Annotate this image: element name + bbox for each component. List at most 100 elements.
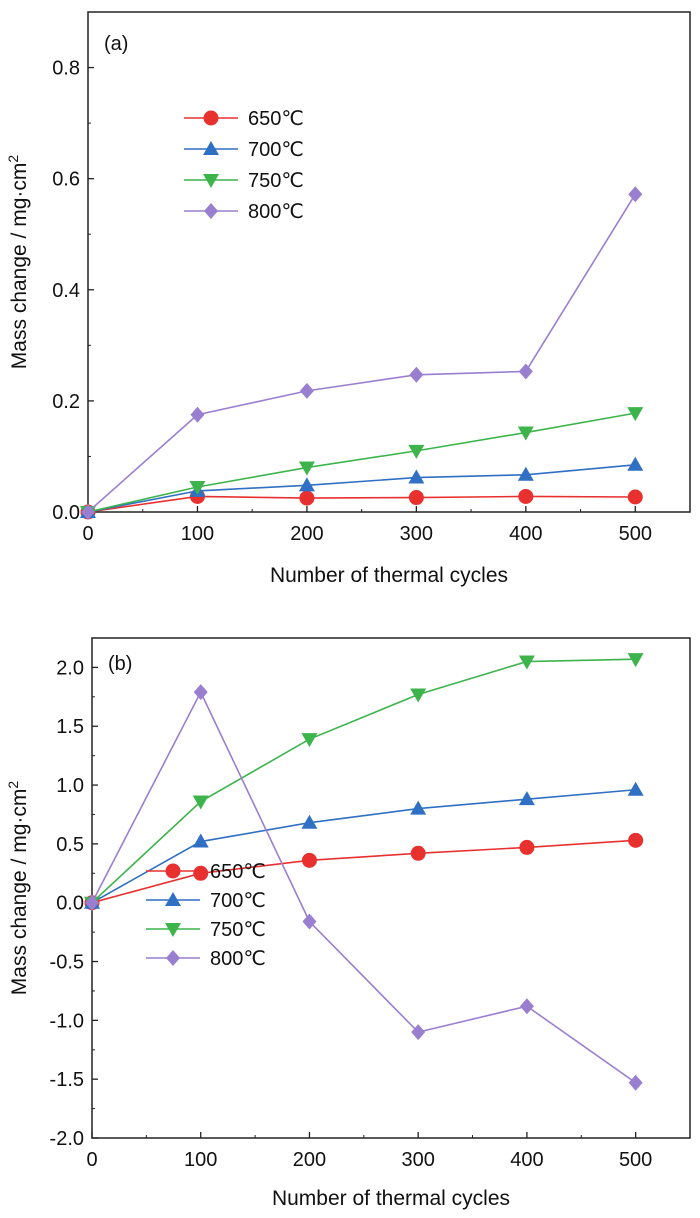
panel-a-data-point	[518, 488, 534, 504]
panel-b-series-3	[85, 684, 643, 1091]
panel-a-x-tick-label: 400	[509, 523, 542, 545]
panel-a-data-point	[298, 477, 315, 492]
panel-a-y-tick-label: 0.8	[52, 58, 80, 80]
panel-b-series-line	[91, 788, 636, 904]
panel-a-data-point	[190, 406, 205, 423]
panel-a-plot-frame	[87, 11, 691, 513]
panel-b-data-point	[518, 791, 535, 806]
panel-a-y-axis-title: Mass change / mg·cm2	[5, 155, 31, 370]
panel-a-series-line	[87, 463, 636, 513]
panel-b-x-tick-label: 100	[184, 1149, 217, 1171]
panel-a-data-point	[299, 490, 315, 506]
panel-b-data-point	[193, 684, 208, 701]
panel-a-series-line	[87, 495, 636, 513]
panel-b-y-axis-title-superscript: 2	[5, 781, 21, 789]
panel-b-x-tick-label: 300	[401, 1149, 434, 1171]
panel-b-data-point	[192, 833, 209, 848]
panel-b-y-axis-title: Mass change / mg·cm2	[5, 781, 31, 996]
panel-b-label: (b)	[108, 653, 132, 675]
panel-b-series-0	[84, 832, 644, 911]
panel-a-y-tick-label: 0.4	[52, 280, 80, 302]
panel-b-plot-frame	[91, 637, 691, 1139]
panel-a-data-point	[298, 461, 315, 476]
panel-a-data-point	[409, 366, 424, 383]
panel-a-legend-marker	[203, 110, 219, 126]
panel-a-x-tick-label: 300	[400, 523, 433, 545]
panel-b-series-line	[91, 839, 636, 904]
panel-b-data-point	[85, 894, 99, 911]
panel-a-series-2	[80, 407, 644, 520]
panel-a-label: (a)	[104, 33, 128, 55]
panel-b-y-tick-label: -2.0	[50, 1128, 84, 1150]
panel-a-y-tick-label: 0.6	[52, 169, 80, 191]
panel-b-x-axis-title: Number of thermal cycles	[272, 1187, 510, 1210]
panel-b-y-tick-label: -1.5	[50, 1069, 84, 1091]
panel-b-series-line	[91, 658, 636, 904]
panel-b-data-point	[410, 800, 427, 815]
panel-a-data-point	[518, 363, 533, 380]
panel-b-legend-marker	[165, 863, 181, 879]
panel-a-data-point	[81, 504, 95, 520]
panel-a-data-point	[627, 407, 644, 422]
panel-b-data-point	[301, 852, 317, 868]
panel-b-legend-marker	[165, 923, 181, 937]
panel-b-data-point	[301, 733, 318, 748]
panel-a-x-axis-title: Number of thermal cycles	[270, 564, 508, 587]
panel-a-legend-label: 750℃	[248, 170, 304, 192]
panel-a-legend-marker	[203, 141, 219, 155]
panel-b: 0 100 200 300 400 500 -2.0 -1.5 -1.0 -0.5 0.0 0.5 1.…	[5, 637, 691, 1210]
panel-b-legend-marker	[165, 892, 181, 906]
panel-a-legend: 650℃ 700℃ 750℃ 800℃	[184, 108, 304, 223]
panel-b-legend-label: 650℃	[210, 861, 266, 883]
panel-a-data-point	[408, 490, 424, 506]
panel-a-legend-marker	[203, 174, 219, 188]
panel-a-legend-label: 700℃	[248, 139, 304, 161]
panel-b-data-point	[411, 1024, 426, 1041]
panel-a-data-point	[189, 481, 206, 495]
panel-b-data-point	[302, 913, 317, 930]
panel-b-data-point	[410, 688, 427, 703]
panel-a-data-point	[627, 489, 643, 505]
panel-b-data-point	[627, 653, 644, 668]
panel-b-data-point	[519, 998, 534, 1015]
panel-a-series-line	[87, 412, 636, 513]
panel-b-data-point	[518, 655, 535, 670]
panel-b-y-tick-label: 0.5	[56, 834, 84, 856]
panel-a: 0 100 200 300 400 500 0.0 0.2 0.4 0.6 0.8 Number of…	[5, 11, 691, 587]
panel-b-series-line	[91, 690, 637, 1084]
panel-a-data-point	[517, 466, 534, 481]
panel-b-legend: 650℃ 700℃ 750℃ 800℃	[146, 861, 266, 970]
panel-b-legend-label: 700℃	[210, 890, 266, 912]
panel-a-legend-label: 800℃	[248, 201, 304, 223]
panel-b-legend-label: 750℃	[210, 919, 266, 941]
panel-b-data-point	[628, 832, 644, 848]
panel-a-data-point	[627, 456, 644, 471]
panel-b-y-tick-label: 0.0	[56, 893, 84, 915]
panel-b-y-tick-label: 1.5	[56, 716, 84, 738]
panel-a-series-1	[80, 456, 644, 518]
panel-a-x-tick-label: 0	[82, 523, 93, 545]
panel-b-data-point	[193, 865, 209, 881]
panel-b-data-point	[301, 814, 318, 829]
panel-a-y-tick-label: 0.0	[52, 502, 80, 524]
panel-a-data-point	[408, 444, 425, 459]
panel-b-y-tick-label: -1.0	[50, 1010, 84, 1032]
panel-b-data-point	[519, 839, 535, 855]
panel-b-y-tick-label: 2.0	[56, 657, 84, 679]
panel-b-data-point	[410, 845, 426, 861]
panel-a-x-tick-label: 100	[181, 523, 214, 545]
panel-a-x-tick-label: 500	[619, 523, 652, 545]
panel-a-data-point	[299, 382, 314, 399]
panel-b-legend-label: 800℃	[210, 948, 266, 970]
panel-b-y-tick-label: 1.0	[56, 775, 84, 797]
panel-b-x-tick-label: 0	[86, 1149, 97, 1171]
panel-a-data-point	[517, 426, 534, 441]
panel-a-x-tick-label: 200	[290, 523, 323, 545]
panel-b-x-tick-label: 500	[619, 1149, 652, 1171]
panel-a-data-point	[408, 469, 425, 484]
panel-b-x-tick-label: 200	[293, 1149, 326, 1171]
panel-b-legend-marker	[166, 950, 180, 966]
panel-a-y-axis-title-superscript: 2	[5, 155, 21, 163]
